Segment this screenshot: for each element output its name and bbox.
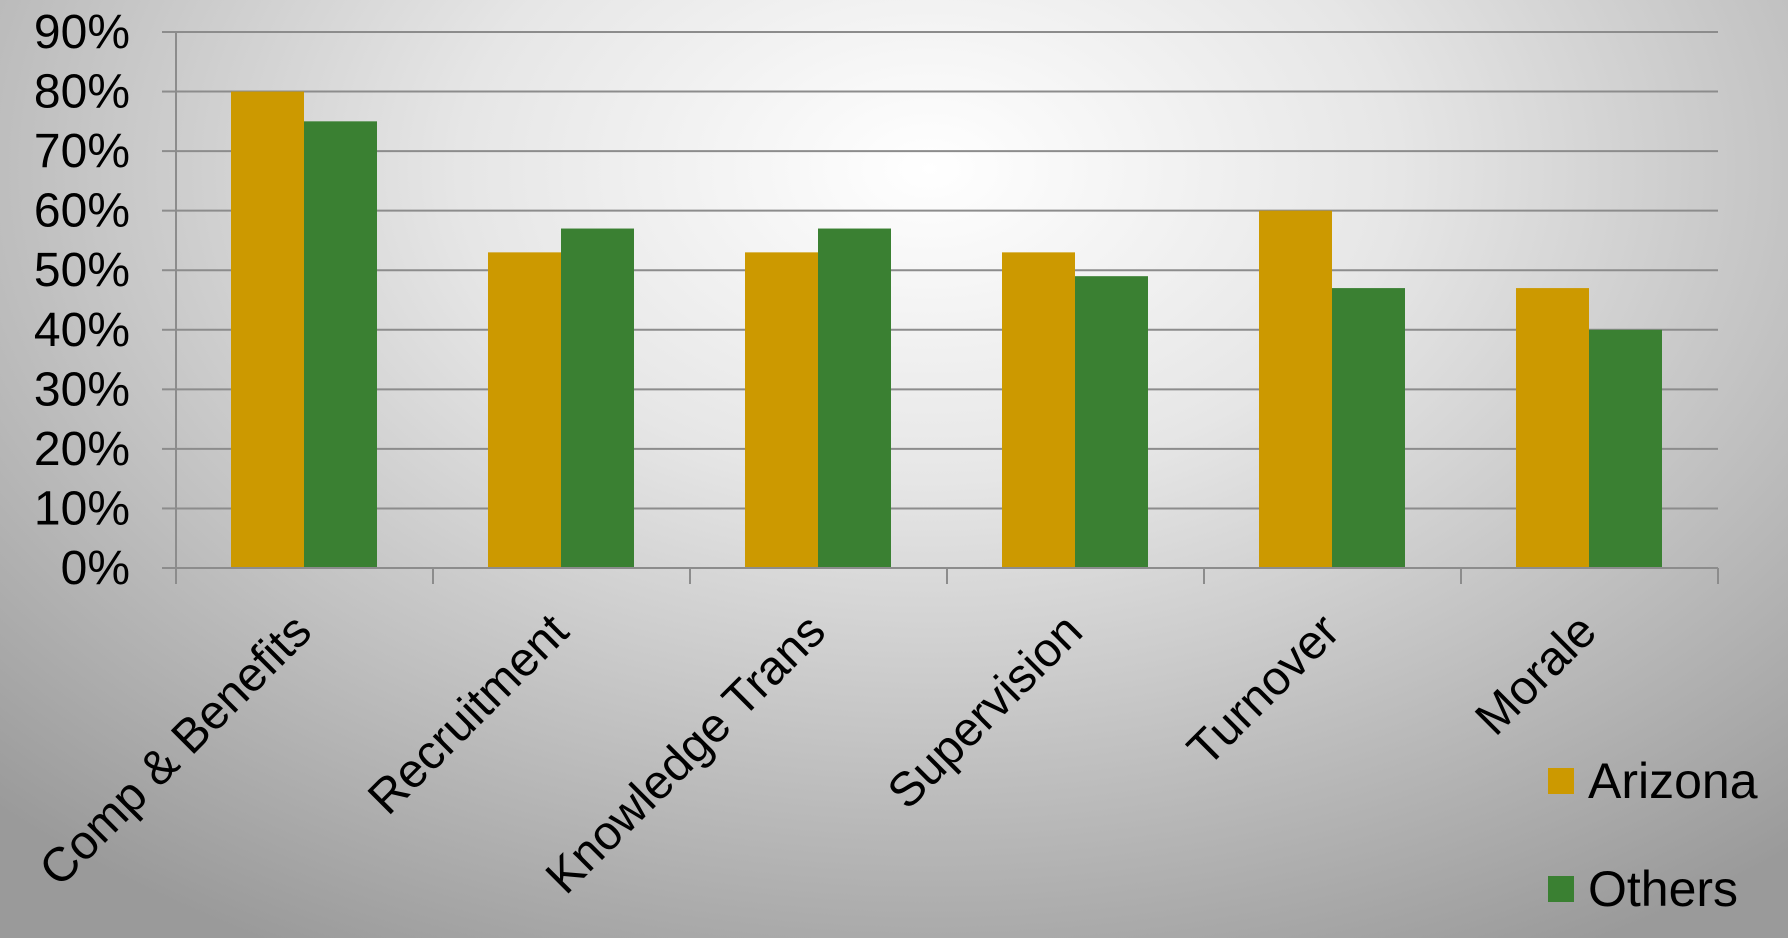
bar-arizona-1 [488,252,561,568]
bar-others-4 [1332,288,1405,568]
y-tick-label: 70% [34,125,130,178]
y-axis-tick-labels: 0% 10% 20% 30% 40% 50% 60% 70% 80% 90% [34,6,130,595]
bar-others-3 [1075,276,1148,568]
y-tick-label: 40% [34,304,130,357]
y-tick-label: 0% [61,542,130,595]
x-category-label: Knowledge Trans [536,604,836,904]
bar-arizona-0 [231,91,304,569]
y-tick-label: 10% [34,482,130,535]
legend-label: Others [1588,861,1738,917]
x-category-label: Turnover [1178,604,1350,776]
x-category-label: Morale [1466,604,1607,745]
legend-swatch [1548,876,1574,902]
bar-others-2 [818,228,891,569]
y-tick-label: 60% [34,185,130,238]
y-tick-label: 50% [34,244,130,297]
bar-others-5 [1589,329,1662,568]
x-category-label: Recruitment [358,604,578,824]
x-category-label: Comp & Benefits [30,604,322,896]
legend-label: Arizona [1588,753,1758,809]
y-tick-label: 90% [34,6,130,59]
y-tick-label: 20% [34,423,130,476]
bar-arizona-3 [1002,252,1075,568]
x-axis [175,32,1719,584]
bar-others-1 [561,228,634,569]
x-category-label: Supervision [878,604,1093,819]
bar-arizona-2 [745,252,818,568]
legend: Arizona Others [1548,753,1758,917]
gridlines [162,31,1718,569]
y-tick-label: 30% [34,363,130,416]
legend-swatch [1548,768,1574,794]
bar-arizona-4 [1259,210,1332,568]
y-tick-label: 80% [34,66,130,119]
bar-arizona-5 [1516,288,1589,568]
bar-others-0 [304,121,377,568]
bars [231,91,1662,569]
